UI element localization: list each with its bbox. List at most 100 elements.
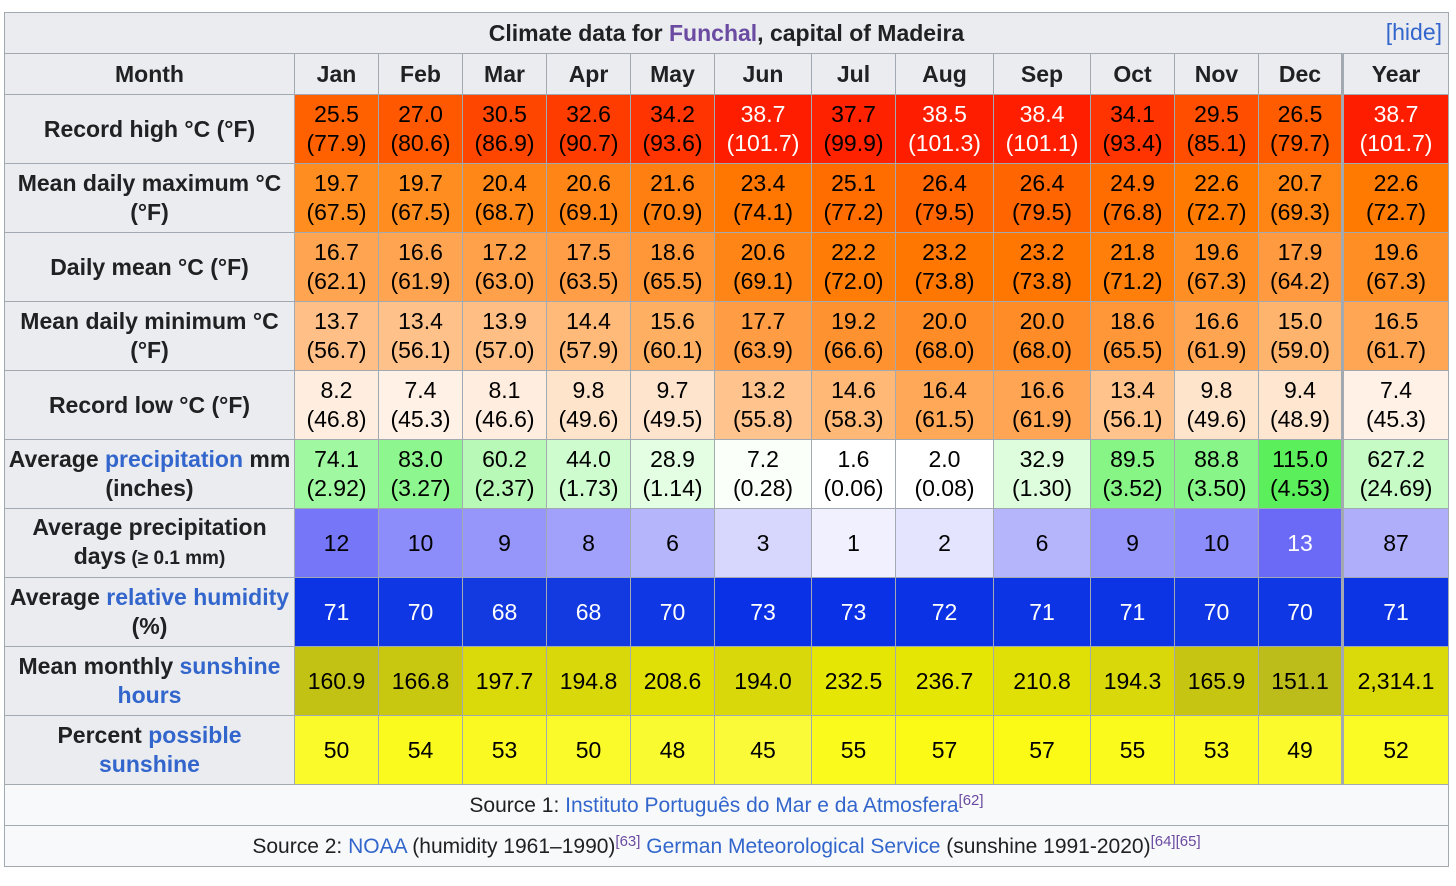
secondary-value: (60.1) xyxy=(642,337,703,363)
year-header: Year xyxy=(1340,53,1450,95)
month-value-cell: 21.6 (70.9) xyxy=(630,163,715,233)
dwd-link[interactable]: German Meteorological Service xyxy=(646,834,941,858)
primary-value: 19.6 xyxy=(1373,239,1419,265)
primary-value: 151.1 xyxy=(1271,667,1329,694)
primary-value: 166.8 xyxy=(391,667,450,694)
primary-value: 13.7 xyxy=(314,308,359,334)
month-value-cell: 32.6 (90.7) xyxy=(546,94,631,164)
primary-value: 208.6 xyxy=(643,667,702,694)
month-value-cell: 14.4 (57.9) xyxy=(546,301,631,371)
month-value-cell: 22.2 (72.0) xyxy=(811,232,896,302)
row-label-link[interactable]: precipitation xyxy=(105,446,244,472)
climate-table: Climate data for Funchal, capital of Mad… xyxy=(3,12,1450,867)
primary-value: 160.9 xyxy=(307,667,366,694)
month-value-cell: 50 xyxy=(294,715,379,785)
secondary-value: (67.3) xyxy=(1186,268,1247,294)
primary-value: 2.0 xyxy=(928,446,961,472)
primary-value: 1.6 xyxy=(837,446,870,472)
month-value-cell: 48 xyxy=(630,715,715,785)
ref-63[interactable]: [63] xyxy=(615,832,641,850)
table-row: Average precipitation days (≥ 0.1 mm) 12 1… xyxy=(4,508,1450,578)
row-label: Record low °C (°F) xyxy=(4,370,295,440)
source-2: Source 2: NOAA (humidity 1961–1990)[63] … xyxy=(3,825,1450,867)
primary-value: 17.5 xyxy=(566,239,611,265)
month-value-cell: 9.4 (48.9) xyxy=(1258,370,1343,440)
secondary-value: (61.5) xyxy=(914,406,975,432)
month-value-cell: 166.8 xyxy=(378,646,463,716)
primary-value: 13.9 xyxy=(482,308,527,334)
row-label: Average relative humidity (%) xyxy=(4,577,295,647)
month-value-cell: 115.0 (4.53) xyxy=(1258,439,1343,509)
month-value-cell: 20.6 (69.1) xyxy=(546,163,631,233)
month-value-cell: 38.7 (101.7) xyxy=(714,94,812,164)
month-value-cell: 18.6 (65.5) xyxy=(1090,301,1175,371)
month-value-cell: 34.1 (93.4) xyxy=(1090,94,1175,164)
month-value-cell: 20.7 (69.3) xyxy=(1258,163,1343,233)
primary-value: 22.6 xyxy=(1373,170,1419,196)
row-label: Mean monthly sunshine hours xyxy=(4,646,295,716)
month-header-nov: Nov xyxy=(1174,53,1259,95)
primary-value: 17.2 xyxy=(482,239,527,265)
primary-value: 12 xyxy=(323,529,350,556)
month-value-cell: 70 xyxy=(1174,577,1259,647)
year-value-cell: 16.5 (61.7) xyxy=(1340,301,1450,371)
month-value-cell: 9 xyxy=(462,508,547,578)
secondary-value: (63.9) xyxy=(732,337,794,363)
table-row: Average relative humidity (%) 71 70 68 68 70 7… xyxy=(4,577,1450,647)
secondary-value: (93.4) xyxy=(1102,130,1163,156)
ref-62[interactable]: [62] xyxy=(958,791,984,809)
month-value-cell: 19.7 (67.5) xyxy=(294,163,379,233)
primary-value: 10 xyxy=(1203,529,1230,556)
primary-value: 53 xyxy=(1203,736,1230,763)
primary-value: 88.8 xyxy=(1194,446,1239,472)
secondary-value: (65.5) xyxy=(1102,337,1163,363)
funchal-link[interactable]: Funchal xyxy=(669,19,758,46)
month-value-cell: 25.1 (77.2) xyxy=(811,163,896,233)
month-value-cell: 7.2 (0.28) xyxy=(714,439,812,509)
primary-value: 115.0 xyxy=(1272,446,1328,472)
secondary-value: (64.2) xyxy=(1269,268,1331,294)
primary-value: 16.6 xyxy=(1194,308,1239,334)
primary-value: 20.0 xyxy=(1019,308,1065,334)
month-value-cell: 24.9 (76.8) xyxy=(1090,163,1175,233)
primary-value: 29.5 xyxy=(1194,101,1239,127)
secondary-value: (67.5) xyxy=(306,199,367,225)
secondary-value: (67.5) xyxy=(390,199,451,225)
row-label-link[interactable]: relative humidity xyxy=(106,584,290,610)
year-value-cell: 2,314.1 xyxy=(1340,646,1450,716)
ref-65[interactable]: [65] xyxy=(1175,832,1201,850)
primary-value: 17.7 xyxy=(740,308,786,334)
primary-value: 52 xyxy=(1383,736,1409,763)
ipma-link[interactable]: Instituto Português do Mar e da Atmosfer… xyxy=(565,793,959,817)
noaa-link[interactable]: NOAA xyxy=(348,834,407,858)
month-value-cell: 13 xyxy=(1258,508,1343,578)
row-label-text: (%) xyxy=(131,613,168,639)
primary-value: 197.7 xyxy=(475,667,534,694)
secondary-value: (80.6) xyxy=(390,130,451,156)
month-value-cell: 15.6 (60.1) xyxy=(630,301,715,371)
ref-64[interactable]: [64] xyxy=(1150,832,1176,850)
table-caption: Climate data for Funchal, capital of Mad… xyxy=(3,12,1450,54)
row-label-text: Mean daily minimum °C (°F) xyxy=(20,308,279,363)
primary-value: 2 xyxy=(938,529,951,556)
month-value-cell: 72 xyxy=(895,577,994,647)
source-2-sunshine-note: (sunshine 1991-2020) xyxy=(940,834,1151,858)
row-label: Mean daily maximum °C (°F) xyxy=(4,163,295,233)
primary-value: 24.9 xyxy=(1110,170,1155,196)
secondary-value: (2.92) xyxy=(306,475,367,501)
table-row: Average precipitation mm (inches) 74.1 (2.… xyxy=(4,439,1450,509)
month-value-cell: 16.6 (61.9) xyxy=(1174,301,1259,371)
month-header-apr: Apr xyxy=(546,53,631,95)
caption-suffix: , capital of Madeira xyxy=(757,19,965,46)
primary-value: 70 xyxy=(659,598,686,625)
month-value-cell: 194.8 xyxy=(546,646,631,716)
primary-value: 16.5 xyxy=(1373,308,1419,334)
row-label-link[interactable]: sunshine hours xyxy=(117,653,281,708)
primary-value: 3 xyxy=(756,529,770,556)
month-value-cell: 21.8 (71.2) xyxy=(1090,232,1175,302)
month-header-dec: Dec xyxy=(1258,53,1343,95)
month-value-cell: 20.0 (68.0) xyxy=(993,301,1091,371)
hide-toggle[interactable]: [hide] xyxy=(1385,19,1443,45)
row-label-link[interactable]: possible sunshine xyxy=(99,722,242,777)
secondary-value: (4.53) xyxy=(1269,475,1331,501)
